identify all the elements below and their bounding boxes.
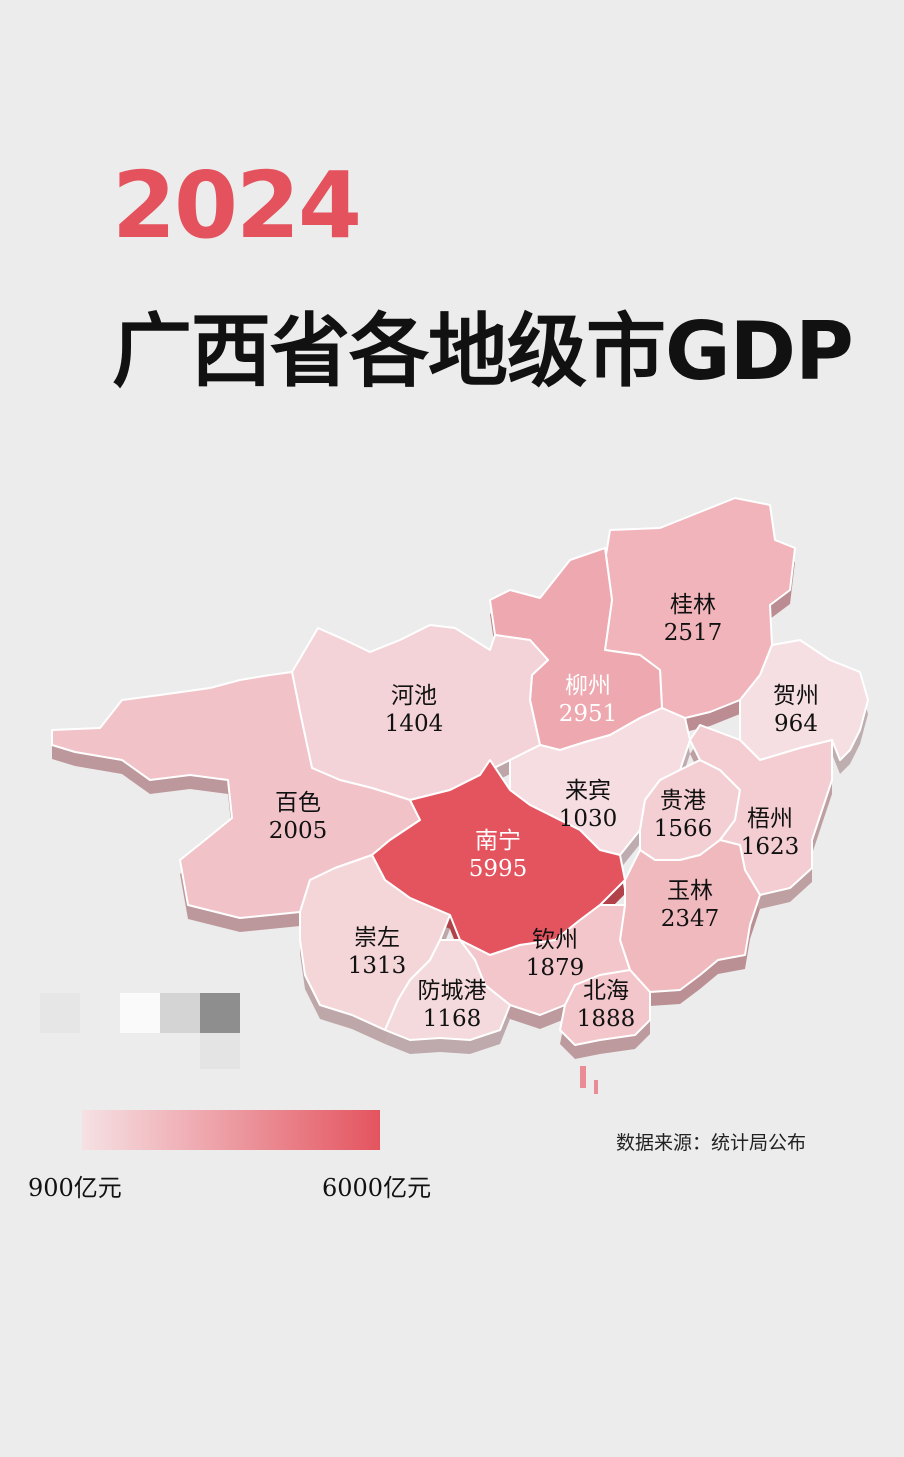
region-label-hezhou: 贺州 (773, 683, 819, 709)
region-beihai (559, 969, 651, 1046)
region-hezhou (739, 639, 869, 761)
region-label-guilin: 桂林 (670, 592, 716, 618)
region-value-hezhou: 964 (774, 711, 818, 737)
region-label-yulin: 玉林 (667, 878, 713, 904)
region-label-chongzuo: 崇左 (354, 925, 400, 951)
year-heading: 2024 (112, 152, 362, 259)
region-value-yulin: 2347 (661, 906, 720, 932)
region-value-laibin: 1030 (559, 806, 618, 832)
region-label-wuzhou: 梧州 (747, 806, 793, 832)
region-value-wuzhou: 1623 (741, 834, 800, 860)
map-regions (51, 497, 869, 1046)
region-value-guilin: 2517 (664, 620, 723, 646)
region-value-baise: 2005 (269, 818, 328, 844)
region-label-guigang: 贵港 (660, 788, 706, 814)
region-value-chongzuo: 1313 (348, 953, 407, 979)
region-value-qinzhou: 1879 (526, 955, 585, 981)
region-label-baise: 百色 (275, 790, 321, 816)
region-label-liuzhou: 柳州 (565, 673, 611, 699)
legend-gradient (82, 1110, 380, 1150)
region-label-qinzhou: 钦州 (532, 927, 578, 953)
region-fangchenggang (384, 939, 511, 1041)
data-source: 数据来源：统计局公布 (616, 1132, 807, 1154)
blurred-watermark (40, 993, 240, 1069)
region-wuzhou (689, 724, 833, 896)
region-label-fangchenggang: 防城港 (418, 978, 487, 1004)
islands (580, 1066, 598, 1094)
region-label-nanning: 南宁 (475, 828, 521, 854)
region-value-guigang: 1566 (654, 816, 713, 842)
region-value-liuzhou: 2951 (559, 701, 618, 727)
region-label-beihai: 北海 (583, 978, 629, 1004)
region-value-nanning: 5995 (469, 856, 528, 882)
region-value-hechi: 1404 (385, 711, 444, 737)
region-label-hechi: 河池 (391, 683, 437, 709)
page-title: 广西省各地级市GDP (112, 305, 854, 398)
legend-max-label: 6000亿元 (322, 1174, 432, 1202)
region-value-beihai: 1888 (577, 1006, 636, 1032)
legend-min-label: 900亿元 (28, 1174, 122, 1202)
region-label-laibin: 来宾 (565, 778, 611, 804)
region-value-fangchenggang: 1168 (423, 1006, 482, 1032)
